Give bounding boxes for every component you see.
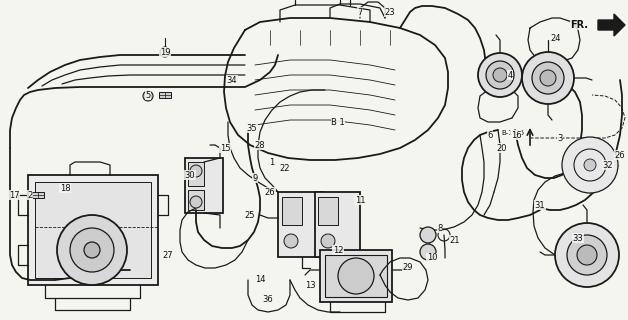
Text: 17: 17 [9,190,19,199]
Bar [35,182,151,278]
Text: 34: 34 [227,76,237,84]
Text: 23: 23 [385,7,395,17]
Circle shape [555,223,619,287]
Circle shape [486,61,514,89]
Circle shape [420,227,436,243]
Text: 16: 16 [511,131,521,140]
Text: B 1: B 1 [331,117,345,126]
Text: 11: 11 [355,196,365,204]
Text: 10: 10 [427,253,437,262]
Text: 31: 31 [534,201,545,210]
Circle shape [57,215,127,285]
Text: 26: 26 [615,150,625,159]
Circle shape [84,242,100,258]
Text: 21: 21 [450,236,460,244]
Text: 6: 6 [487,131,493,140]
Bar [315,192,360,257]
Bar [28,175,158,285]
Text: 32: 32 [603,161,614,170]
Text: 19: 19 [160,47,170,57]
Text: 3: 3 [557,133,563,142]
Text: 15: 15 [220,143,230,153]
Circle shape [577,245,597,265]
Bar [32,192,44,198]
Text: 24: 24 [551,34,561,43]
Circle shape [160,47,170,57]
Bar [188,190,204,210]
Circle shape [522,52,574,104]
Text: FR.: FR. [570,20,588,30]
Bar [185,158,223,213]
Text: B-1-15: B-1-15 [502,130,525,136]
Text: 28: 28 [255,140,265,149]
Circle shape [478,53,522,97]
Text: 25: 25 [245,211,255,220]
Text: 18: 18 [60,183,70,193]
Polygon shape [598,14,625,36]
Text: 26: 26 [264,188,275,196]
Text: 30: 30 [185,171,195,180]
Text: 8: 8 [437,223,443,233]
Circle shape [190,196,202,208]
Text: 7: 7 [357,7,363,17]
Text: 12: 12 [333,245,344,254]
Circle shape [540,70,556,86]
Text: 22: 22 [279,164,290,172]
Text: 5: 5 [145,91,151,100]
Text: 27: 27 [163,251,173,260]
Circle shape [321,234,335,248]
Text: 29: 29 [403,263,413,273]
Circle shape [284,234,298,248]
Circle shape [567,235,607,275]
Text: 1: 1 [269,157,274,166]
Text: 4: 4 [507,70,512,79]
Text: 20: 20 [497,143,507,153]
Text: 9: 9 [252,173,257,182]
Circle shape [562,137,618,193]
Text: 14: 14 [255,276,265,284]
Circle shape [532,62,564,94]
Bar [159,92,171,98]
Bar [325,255,387,297]
Circle shape [584,159,596,171]
Text: 33: 33 [573,234,583,243]
Bar [282,197,302,225]
Bar [320,250,392,302]
Circle shape [493,68,507,82]
Bar [278,192,323,257]
Circle shape [143,91,153,101]
Circle shape [420,244,436,260]
Circle shape [190,165,202,177]
Bar [188,162,204,186]
Text: 2: 2 [28,190,33,199]
Text: 35: 35 [247,124,257,132]
Text: 36: 36 [263,295,273,305]
Circle shape [338,258,374,294]
Bar [318,197,338,225]
Circle shape [70,228,114,272]
Text: 13: 13 [305,281,315,290]
